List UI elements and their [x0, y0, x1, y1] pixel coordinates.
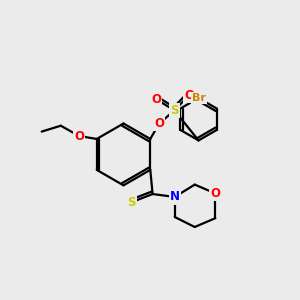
Text: O: O [74, 130, 84, 142]
Text: Br: Br [192, 93, 206, 103]
Text: O: O [184, 88, 194, 102]
Text: N: N [170, 190, 180, 203]
Text: O: O [154, 117, 164, 130]
Text: O: O [151, 93, 161, 106]
Text: N: N [170, 190, 180, 203]
Text: O: O [210, 187, 220, 200]
Text: S: S [127, 196, 136, 209]
Text: S: S [170, 104, 179, 117]
